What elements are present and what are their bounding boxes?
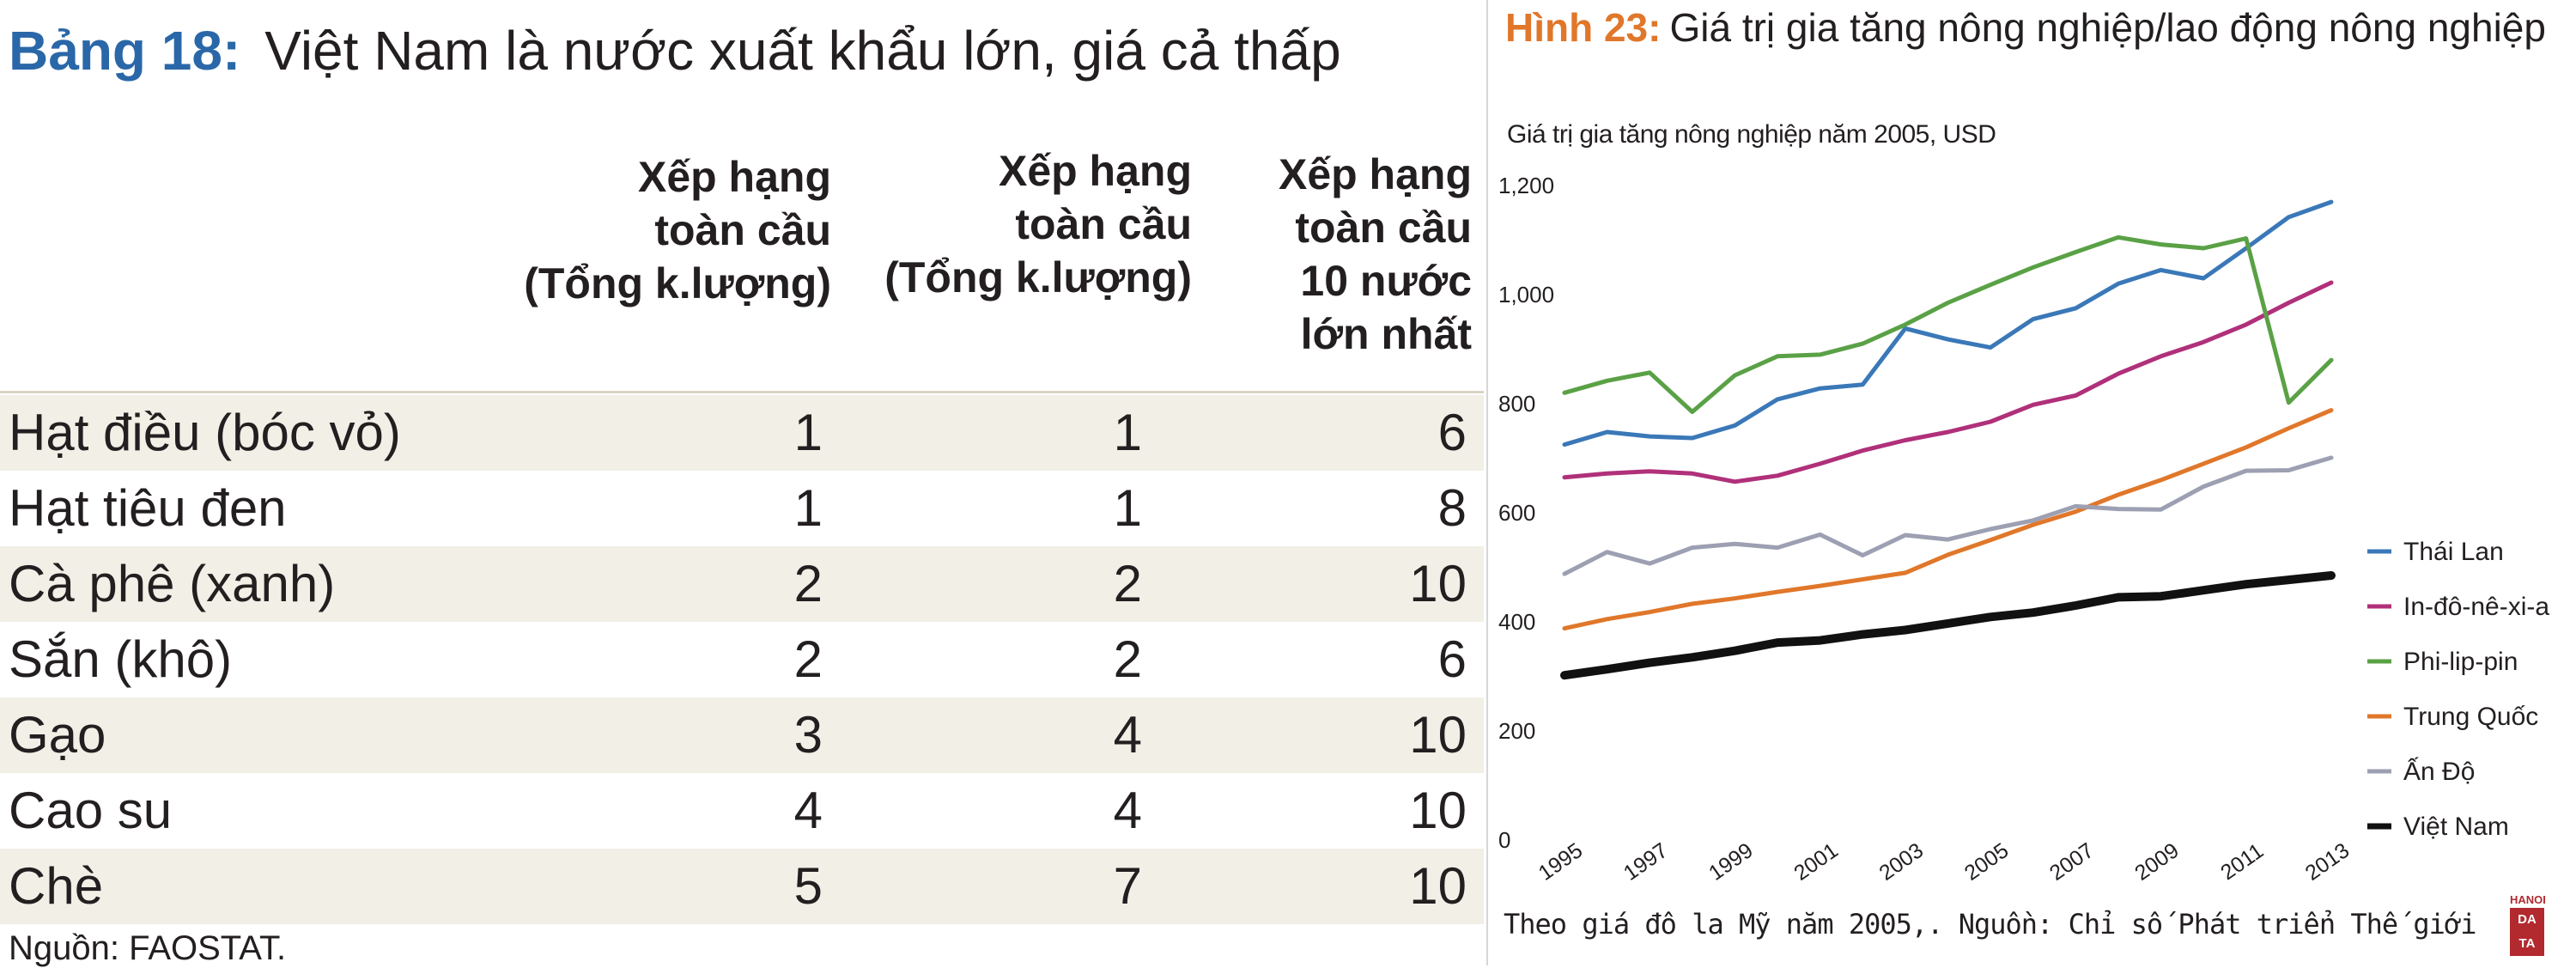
series-line	[1562, 199, 2334, 447]
table-row: Gạo 3 4 10	[0, 697, 1484, 773]
x-tick-label: 2011	[2216, 839, 2268, 886]
column-header-1: Xếp hạng toàn cầu (Tổng k.lượng)	[524, 153, 831, 307]
y-tick-label: 0	[1498, 827, 1510, 853]
row-value-2: 2	[1113, 555, 1142, 612]
logo-line-2: TA	[2518, 936, 2536, 951]
table-row: Chè 5 7 10	[0, 849, 1484, 924]
row-name: Hạt tiêu đen	[9, 479, 287, 537]
row-value-1: 5	[793, 857, 823, 915]
column-header-3: Xếp hạng toàn cầu 10 nước lớn nhất	[1278, 150, 1472, 358]
table-label: Bảng 18:	[9, 20, 241, 82]
logo-top-text: HANOI	[2510, 893, 2546, 906]
row-value-3: 6	[1437, 404, 1467, 461]
column-header-2: Xếp hạng toàn cầu (Tổng k.lượng)	[884, 147, 1192, 301]
series-line	[1560, 571, 2336, 680]
row-value-3: 10	[1409, 782, 1467, 839]
legend-label: Phi-lip-pin	[2403, 648, 2518, 676]
figure-subtitle: Giá trị gia tăng nông nghiệp năm 2005, U…	[1507, 120, 1996, 149]
x-tick-label: 2009	[2130, 838, 2184, 886]
table-panel: Bảng 18: Việt Nam là nước xuất khẩu lớn, …	[0, 19, 1484, 967]
series-line	[1562, 408, 2334, 631]
legend-label: Ấn Độ	[2403, 757, 2475, 786]
table-row: Hạt điều (bóc vỏ) 1 1 6	[0, 395, 1484, 471]
row-value-2: 7	[1113, 857, 1142, 915]
row-value-3: 8	[1437, 479, 1467, 537]
y-tick-label: 400	[1498, 609, 1535, 635]
logo-box: DA TA	[2510, 908, 2544, 956]
row-name: Cà phê (xanh)	[9, 555, 336, 612]
figure-title: Hình 23: Giá trị gia tăng nông nghiệp/lao…	[1505, 2, 2553, 53]
y-tick-label: 1,200	[1498, 173, 1554, 198]
y-tick-label: 800	[1498, 391, 1535, 417]
series-line	[1562, 280, 2334, 484]
x-tick-label: 2003	[1874, 838, 1928, 886]
row-value-2: 4	[1113, 782, 1142, 839]
series-line	[1562, 234, 2334, 414]
panel-divider	[1486, 0, 1488, 965]
row-value-1: 4	[793, 782, 823, 839]
row-value-3: 10	[1409, 706, 1467, 764]
y-tick-label: 1,000	[1498, 282, 1554, 307]
row-value-1: 1	[793, 479, 823, 537]
figure-note: Theo giá đô la Mỹ năm 2005,. Nguồn: Chỉ …	[1504, 908, 2476, 941]
x-tick-label: 2013	[2301, 838, 2354, 886]
x-tick-label: 1999	[1704, 838, 1758, 886]
x-tick-label: 1995	[1534, 838, 1588, 886]
table-row: Cao su 4 4 10	[0, 773, 1484, 849]
legend-label: Trung Quốc	[2403, 703, 2538, 731]
figure-panel: Hình 23: Giá trị gia tăng nông nghiệp/lao…	[1488, 0, 2576, 965]
hanoi-data-logo: HANOI DA TA	[2510, 893, 2546, 962]
table-source: Nguồn: FAOSTAT.	[9, 929, 287, 967]
legend-label: In-đô-nê-xi-a	[2403, 593, 2549, 621]
table-title-text: Việt Nam là nước xuất khẩu lớn, giá cả t…	[264, 20, 1341, 82]
y-tick-label: 200	[1498, 718, 1535, 744]
row-value-2: 4	[1113, 706, 1142, 764]
row-value-2: 1	[1113, 404, 1142, 461]
row-name: Gạo	[9, 706, 106, 764]
row-name: Sắn (khô)	[9, 630, 233, 688]
row-value-1: 1	[793, 404, 823, 461]
legend-label: Việt Nam	[2403, 813, 2509, 841]
logo-line-1: DA	[2518, 912, 2537, 927]
table-row: Hạt tiêu đen 1 1 8	[0, 471, 1484, 546]
row-value-2: 1	[1113, 479, 1142, 537]
row-value-3: 10	[1409, 857, 1467, 915]
row-value-1: 2	[793, 630, 823, 688]
row-value-2: 2	[1113, 630, 1142, 688]
row-value-1: 3	[793, 706, 823, 764]
y-tick-label: 600	[1498, 500, 1535, 526]
header-rule	[0, 391, 1484, 393]
figure-title-text: Giá trị gia tăng nông nghiệp/lao động nô…	[1669, 5, 2546, 50]
x-tick-label: 1997	[1619, 838, 1673, 886]
row-name: Hạt điều (bóc vỏ)	[9, 404, 401, 461]
x-tick-label: 2005	[1960, 838, 2014, 886]
table-row: Sắn (khô) 2 2 6	[0, 622, 1484, 697]
row-value-1: 2	[793, 555, 823, 612]
figure-label: Hình 23:	[1505, 5, 1662, 50]
x-tick-label: 2001	[1789, 838, 1843, 886]
x-tick-label: 2007	[2045, 838, 2099, 886]
table-title: Bảng 18: Việt Nam là nước xuất khẩu lớn, …	[9, 19, 1341, 82]
legend-label: Thái Lan	[2403, 538, 2504, 566]
table-row: Cà phê (xanh) 2 2 10	[0, 546, 1484, 622]
row-value-3: 10	[1409, 555, 1467, 612]
series-line	[1562, 455, 2334, 576]
row-value-3: 6	[1437, 630, 1467, 688]
row-name: Cao su	[9, 782, 173, 839]
row-name: Chè	[9, 857, 104, 915]
